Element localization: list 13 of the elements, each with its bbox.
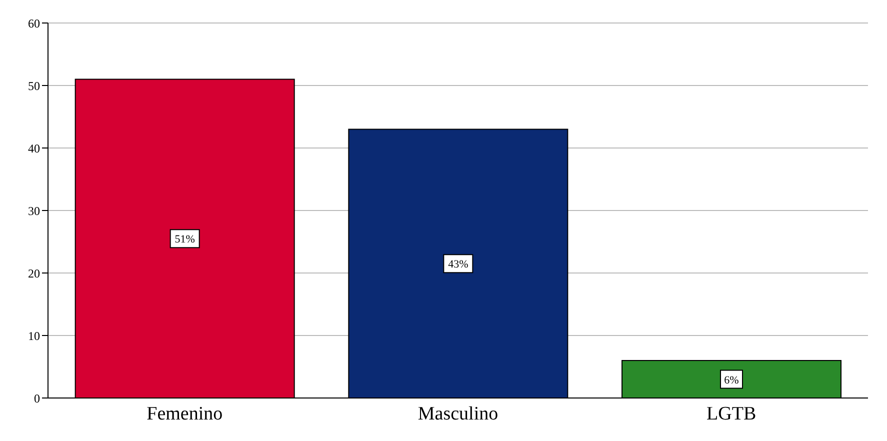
data-label: 43% — [448, 258, 468, 271]
data-label: 6% — [724, 374, 739, 386]
y-tick-label: 10 — [28, 328, 40, 343]
y-tick-label: 50 — [28, 78, 40, 93]
x-tick-label: LGTB — [706, 403, 756, 424]
y-tick-label: 20 — [28, 266, 40, 280]
y-tick-label: 0 — [34, 391, 40, 406]
y-tick-label: 40 — [28, 141, 40, 156]
x-tick-label: Masculino — [418, 403, 498, 424]
x-tick-label: Femenino — [146, 403, 223, 424]
y-tick-label: 30 — [28, 204, 40, 218]
data-label: 51% — [174, 234, 195, 246]
y-tick-label: 60 — [28, 16, 40, 30]
